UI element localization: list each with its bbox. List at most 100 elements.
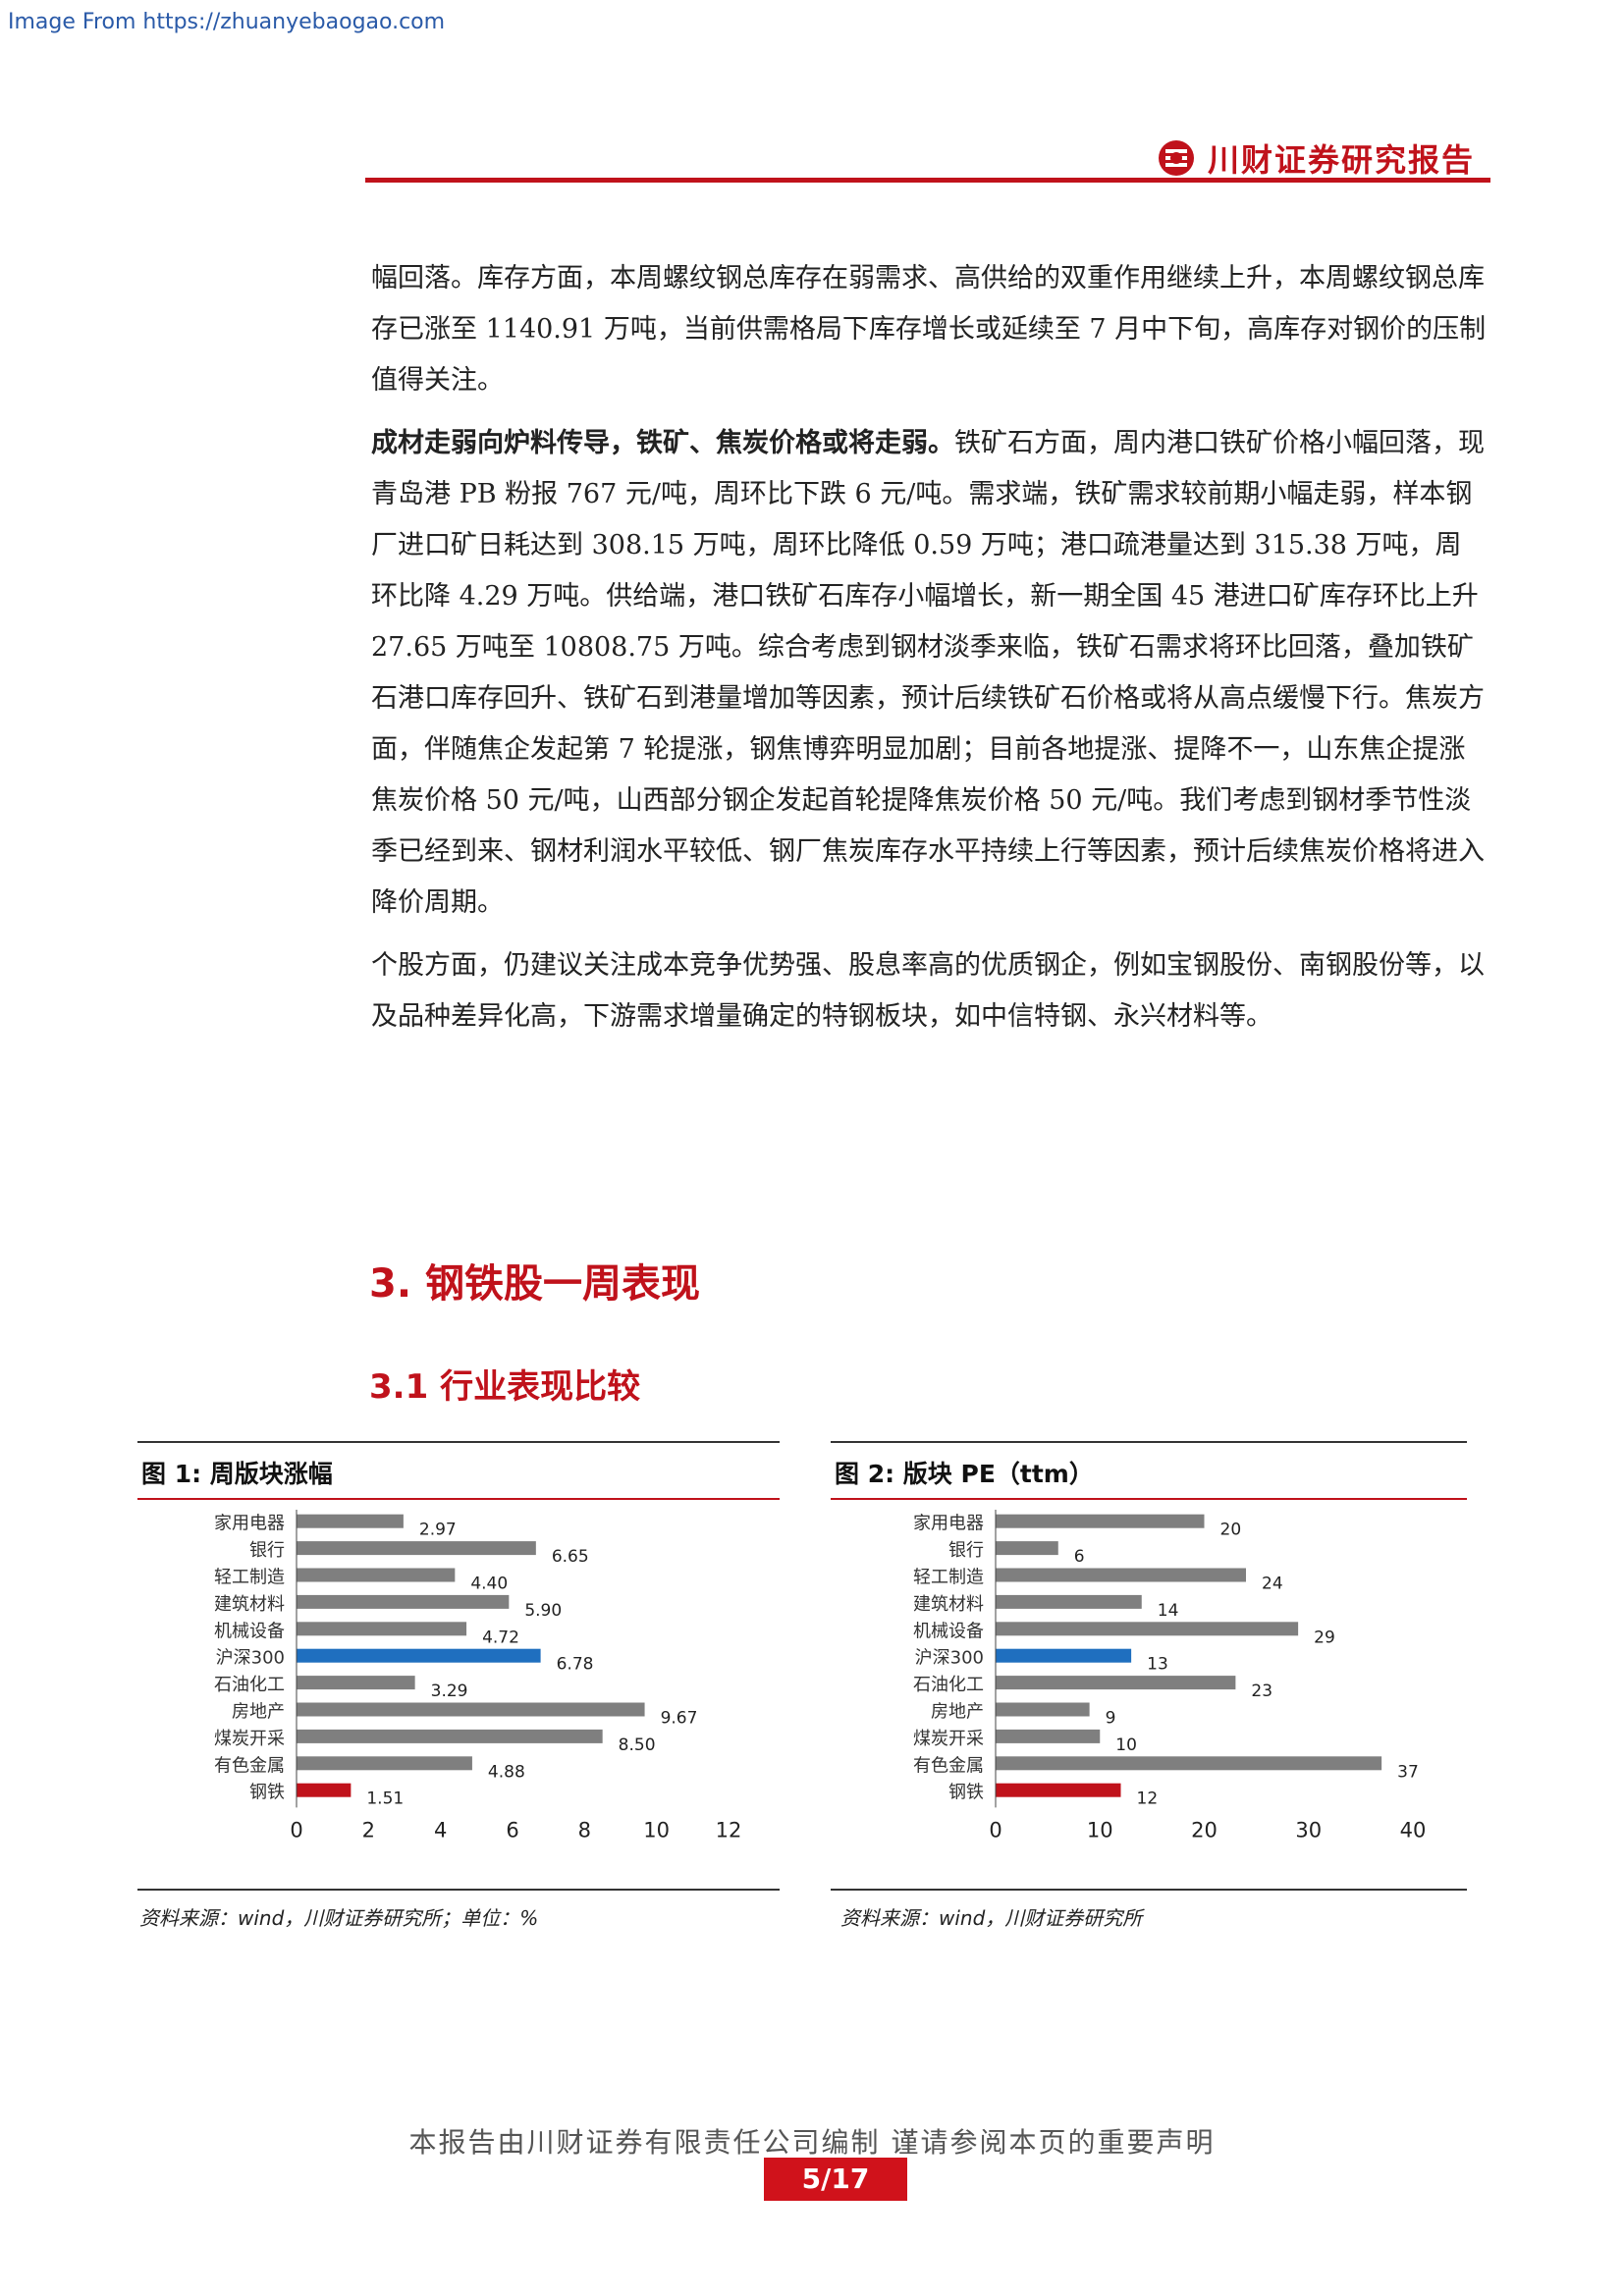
footer-disclaimer: 本报告由川财证券有限责任公司编制 谨请参阅本页的重要声明 <box>408 2126 1216 2159</box>
category-label: 房地产 <box>232 1702 285 1723</box>
data-label: 8.50 <box>619 1735 656 1755</box>
category-label: 银行 <box>948 1540 984 1561</box>
bar <box>297 1594 510 1609</box>
x-tick-label: 8 <box>578 1818 591 1842</box>
category-label: 煤炭开采 <box>214 1729 285 1749</box>
chart-plot: 家用电器 2.97 银行 6.65 轻工制造 4.40 建筑材料 5.90 机械设备 4.72 沪深… <box>214 1510 742 1842</box>
bar <box>297 1729 603 1743</box>
category-label: 石油化工 <box>913 1675 984 1695</box>
category-label: 钢铁 <box>249 1783 285 1803</box>
data-label: 4.40 <box>470 1575 508 1594</box>
chart-top-rule <box>831 1441 1467 1443</box>
subsection-heading: 3.1 行业表现比较 <box>369 1367 641 1407</box>
x-tick-label: 10 <box>643 1818 670 1842</box>
x-tick-label: 30 <box>1295 1818 1322 1842</box>
header-divider <box>365 178 1490 183</box>
company-logo-icon <box>1158 140 1194 176</box>
report-header: 川财证券研究报告 <box>1157 135 1475 181</box>
bar <box>996 1541 1058 1556</box>
paragraph-raw-materials: 成材走弱向炉料传导，铁矿、焦炭价格或将走弱。铁矿石方面，周内港口铁矿价格小幅回落… <box>371 418 1487 929</box>
data-label: 6.65 <box>552 1547 589 1567</box>
chart-title: 图 2: 版块 PE（ttm） <box>835 1460 1094 1488</box>
category-label: 家用电器 <box>214 1514 285 1534</box>
bar <box>996 1783 1121 1797</box>
x-tick-label: 0 <box>290 1818 302 1842</box>
data-label: 3.29 <box>431 1682 468 1701</box>
paragraph-stocks: 个股方面，仍建议关注成本竞争优势强、股息率高的优质钢企，例如宝钢股份、南钢股份等… <box>371 950 1485 1032</box>
chart-source: 资料来源：wind，川财证券研究所 <box>840 1906 1143 1930</box>
chart-sector-pe: 图 2: 版块 PE（ttm） 家用电器 20 银行 6 轻工制造 24 建筑材料 14 机械设… <box>831 1441 1467 1932</box>
data-label: 1.51 <box>366 1789 404 1809</box>
data-label: 4.72 <box>482 1628 519 1647</box>
category-label: 银行 <box>249 1540 285 1561</box>
data-label: 10 <box>1115 1735 1137 1755</box>
data-label: 2.97 <box>419 1521 457 1540</box>
data-label: 24 <box>1262 1575 1283 1594</box>
category-label: 沪深300 <box>216 1648 285 1669</box>
bar <box>297 1514 404 1528</box>
category-label: 机械设备 <box>214 1621 285 1641</box>
bar <box>297 1541 536 1556</box>
bar <box>996 1514 1205 1528</box>
category-label: 轻工制造 <box>214 1568 285 1588</box>
category-label: 煤炭开采 <box>913 1729 984 1749</box>
x-tick-label: 12 <box>716 1818 742 1842</box>
bar <box>297 1622 467 1636</box>
bar <box>996 1594 1142 1609</box>
category-label: 有色金属 <box>913 1755 984 1776</box>
chart-weekly-change: 图 1: 周版块涨幅 家用电器 2.97 银行 6.65 轻工制造 4.40 建筑材料 5.9… <box>137 1441 780 1932</box>
data-label: 5.90 <box>524 1601 562 1621</box>
paragraph-lead: 成材走弱向炉料传导，铁矿、焦炭价格或将走弱。 <box>371 428 954 458</box>
data-label: 13 <box>1147 1655 1168 1675</box>
x-tick-label: 20 <box>1191 1818 1218 1842</box>
bar <box>996 1756 1382 1771</box>
page-number: 5/17 <box>764 2158 907 2201</box>
category-label: 家用电器 <box>913 1514 984 1534</box>
bar <box>297 1568 456 1582</box>
bar <box>996 1729 1101 1743</box>
data-label: 14 <box>1158 1601 1179 1621</box>
paragraph-body: 铁矿石方面，周内港口铁矿价格小幅回落，现青岛港 PB 粉报 767 元/吨，周环… <box>371 428 1485 918</box>
category-label: 轻工制造 <box>913 1568 984 1588</box>
x-tick-label: 40 <box>1400 1818 1427 1842</box>
data-label: 6 <box>1074 1547 1085 1567</box>
category-label: 钢铁 <box>948 1783 984 1803</box>
data-label: 29 <box>1314 1628 1335 1647</box>
category-label: 房地产 <box>931 1702 984 1723</box>
bar <box>996 1702 1090 1717</box>
chart-title: 图 1: 周版块涨幅 <box>141 1460 333 1488</box>
x-tick-label: 2 <box>362 1818 375 1842</box>
category-label: 有色金属 <box>214 1755 285 1776</box>
chart-top-rule <box>137 1441 780 1443</box>
data-label: 6.78 <box>557 1655 594 1675</box>
chart-bottom-rule <box>137 1889 780 1891</box>
data-label: 20 <box>1220 1521 1242 1540</box>
category-label: 建筑材料 <box>913 1594 984 1615</box>
body-text: 幅回落。库存方面，本周螺纹钢总库存在弱需求、高供给的双重作用继续上升，本周螺纹钢… <box>371 253 1487 1054</box>
x-tick-label: 0 <box>989 1818 1001 1842</box>
bar <box>996 1568 1246 1582</box>
data-label: 23 <box>1251 1682 1272 1701</box>
paragraph-inventory: 幅回落。库存方面，本周螺纹钢总库存在弱需求、高供给的双重作用继续上升，本周螺纹钢… <box>371 263 1487 396</box>
chart-title-rule <box>831 1498 1467 1500</box>
chart-source: 资料来源：wind，川财证券研究所；单位：% <box>139 1906 539 1930</box>
category-label: 石油化工 <box>214 1675 285 1695</box>
category-label: 沪深300 <box>915 1648 984 1669</box>
source-watermark[interactable]: Image From https://zhuanyebaogao.com <box>8 10 446 34</box>
data-label: 9.67 <box>661 1709 698 1729</box>
data-label: 4.88 <box>488 1762 525 1782</box>
data-label: 37 <box>1397 1762 1419 1782</box>
section-heading: 3. 钢铁股一周表现 <box>369 1261 700 1307</box>
x-tick-label: 6 <box>506 1818 518 1842</box>
bar <box>297 1783 352 1797</box>
category-label: 建筑材料 <box>214 1594 285 1615</box>
bar <box>996 1622 1299 1636</box>
chart-title-rule <box>137 1498 780 1500</box>
bar <box>297 1648 541 1663</box>
category-label: 机械设备 <box>913 1621 984 1641</box>
data-label: 12 <box>1137 1789 1159 1809</box>
bar <box>297 1756 472 1771</box>
x-tick-label: 10 <box>1087 1818 1113 1842</box>
x-tick-label: 4 <box>434 1818 447 1842</box>
brand-title: 川财证券研究报告 <box>1207 141 1475 179</box>
